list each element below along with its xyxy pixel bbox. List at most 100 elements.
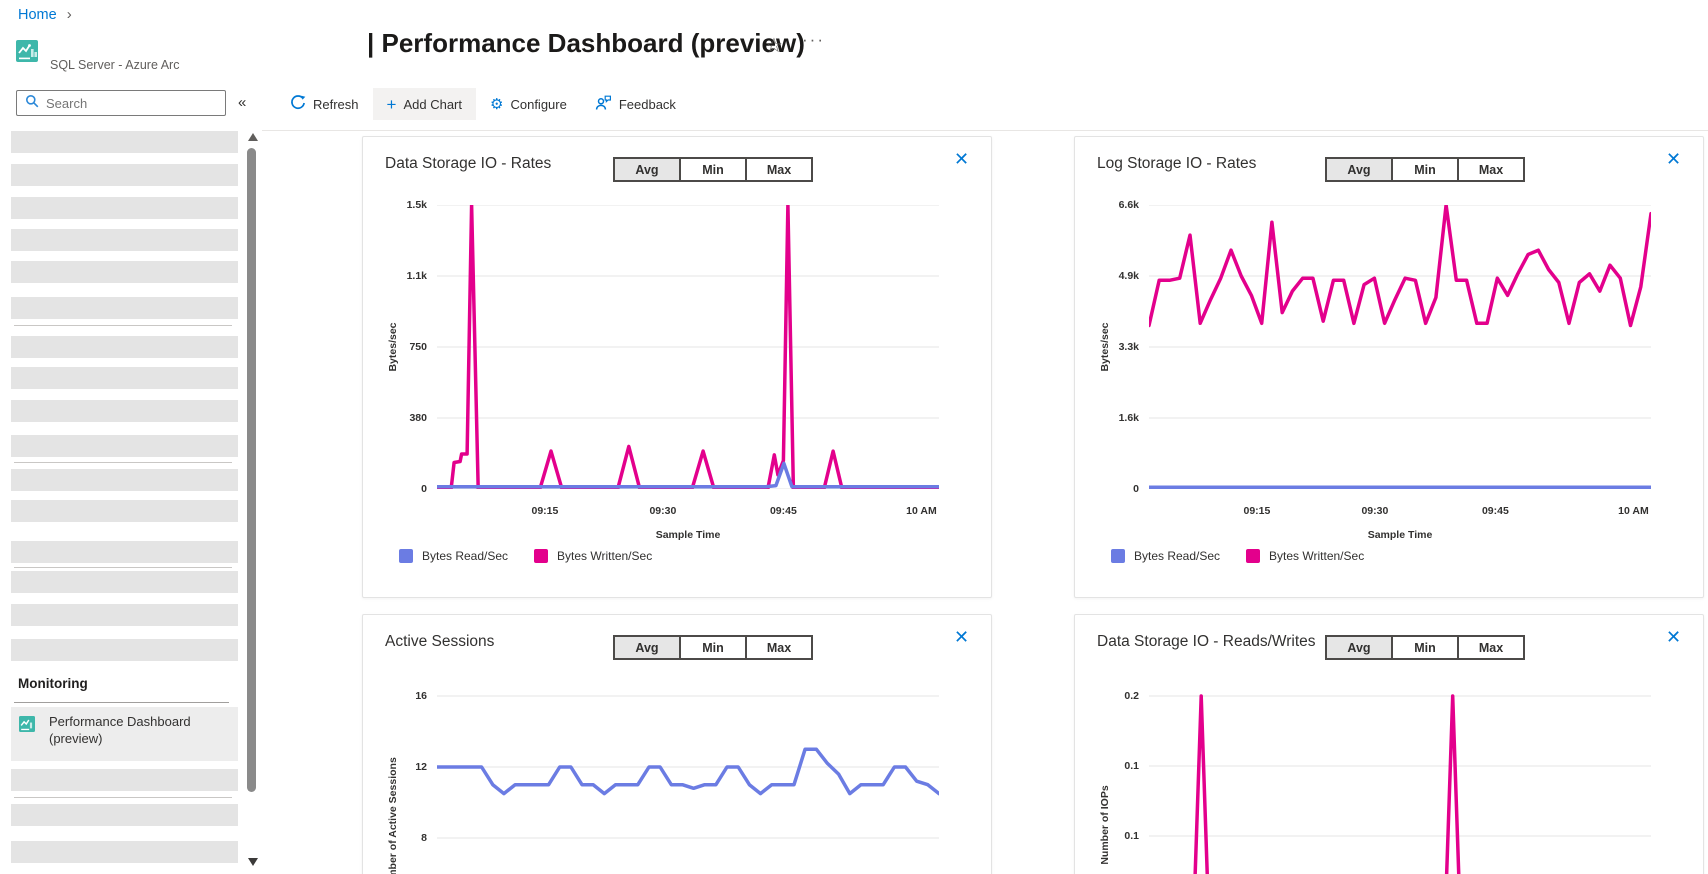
agg-min-button[interactable]: Min [1391,635,1459,660]
chart-card-data-storage-io-rates: Data Storage IO - Rates Avg Min Max ✕ Byte… [362,136,992,598]
y-tick-label: 16 [415,689,427,702]
agg-toggle-group: Avg Min Max [613,635,813,660]
breadcrumb-home-link[interactable]: Home [18,6,57,23]
agg-avg-button[interactable]: Avg [1325,635,1393,660]
x-tick-label: 09:30 [1361,505,1389,517]
legend-label: Bytes Read/Sec [422,549,509,563]
favorite-star-icon[interactable]: ☆ [765,35,783,57]
x-tick-label: 09:30 [649,505,677,517]
skeleton-item [11,500,238,522]
divider [14,702,229,703]
y-tick-label: 3.3k [1118,341,1139,353]
y-tick-label: 6.6k [1118,199,1139,211]
agg-max-button[interactable]: Max [1457,635,1525,660]
search-box[interactable] [16,90,226,116]
close-chart-icon[interactable]: ✕ [1666,149,1682,169]
x-tick-label: 09:15 [531,505,559,517]
agg-min-button[interactable]: Min [679,635,747,660]
agg-max-button[interactable]: Max [745,635,813,660]
close-chart-icon[interactable]: ✕ [1666,627,1682,647]
y-tick-label: 0.1 [1124,829,1139,842]
agg-avg-button[interactable]: Avg [613,157,681,182]
search-input[interactable] [46,95,206,111]
app-name: SQL Server - Azure Arc [50,58,180,72]
page-title: | Performance Dashboard (preview) [367,28,805,58]
chart-card-data-storage-io-reads-writes: Data Storage IO - Reads/Writes Avg Min Max… [1074,614,1704,874]
divider [14,567,232,568]
agg-avg-button[interactable]: Avg [613,635,681,660]
feedback-button[interactable]: Feedback [581,88,690,120]
y-tick-label: 1.5k [406,199,427,211]
skeleton-item [11,841,238,863]
legend-item[interactable]: Bytes Written/Sec [534,549,652,563]
plus-icon: + [386,94,397,114]
chart-title: Active Sessions [385,633,495,650]
chart-title: Log Storage IO - Rates [1097,155,1257,172]
skeleton-item [11,604,238,626]
skeleton-item [11,571,238,593]
y-tick-label: 750 [409,341,427,353]
breadcrumb-chevron-icon: › [66,6,72,23]
y-tick-label: 0.1 [1124,760,1139,772]
skeleton-item [11,131,238,153]
legend-item[interactable]: Bytes Read/Sec [399,549,508,563]
configure-button[interactable]: ⚙ Configure [490,95,567,113]
y-tick-label: 1.6k [1118,412,1139,424]
skeleton-item [11,639,238,661]
divider [14,325,232,326]
skeleton-item [11,164,238,186]
app-icon [16,40,38,67]
y-tick-label: 380 [409,412,427,424]
sidebar-collapse-button[interactable]: « [238,94,247,111]
skeleton-item [11,197,238,219]
x-axis-label: Sample Time [1367,529,1433,541]
x-axis-label: Sample Time [655,529,721,541]
sidebar-scrollbar-thumb[interactable] [247,148,256,792]
divider [14,797,232,798]
scrollbar-up-icon[interactable] [248,133,258,141]
skeleton-item [11,435,238,457]
skeleton-item [11,297,238,319]
gear-icon: ⚙ [490,95,504,113]
scrollbar-down-icon[interactable] [248,858,258,866]
x-tick-label: 09:45 [769,505,797,517]
sidebar-item-performance-dashboard[interactable]: Performance Dashboard (preview) [11,707,238,761]
skeleton-item [11,367,238,389]
command-bar: Refresh + Add Chart ⚙ Configure Feedback [276,88,690,120]
x-tick-label: 09:15 [1243,505,1271,517]
y-axis-label: Number of Active Sessions [387,757,399,874]
close-chart-icon[interactable]: ✕ [954,149,970,169]
legend-swatch [1246,549,1261,563]
agg-min-button[interactable]: Min [1391,157,1459,182]
y-tick-label: 0 [1133,483,1139,495]
x-tick-label: 10 AM [906,505,937,517]
legend-item[interactable]: Bytes Written/Sec [1246,549,1364,563]
close-chart-icon[interactable]: ✕ [954,627,970,647]
legend-item[interactable]: Bytes Read/Sec [1111,549,1220,563]
skeleton-item [11,229,238,251]
chart-card-active-sessions: Active Sessions Avg Min Max ✕ Number of Ac… [362,614,992,874]
legend-label: Bytes Written/Sec [1269,549,1365,563]
divider [14,462,232,463]
feedback-icon [595,95,612,114]
skeleton-item [11,769,238,791]
agg-max-button[interactable]: Max [1457,157,1525,182]
skeleton-item [11,804,238,826]
agg-min-button[interactable]: Min [679,157,747,182]
skeleton-item [11,469,238,491]
add-chart-button[interactable]: + Add Chart [372,88,477,120]
refresh-button[interactable]: Refresh [276,88,373,120]
skeleton-item [11,261,238,283]
more-options-icon[interactable]: ··· [802,30,825,49]
chart-plot [437,683,939,874]
agg-avg-button[interactable]: Avg [1325,157,1393,182]
skeleton-item [11,336,238,358]
agg-max-button[interactable]: Max [745,157,813,182]
agg-toggle-group: Avg Min Max [1325,157,1525,182]
x-tick-label: 10 AM [1618,505,1649,517]
chart-legend: Bytes Read/Sec Bytes Written/Sec [399,549,652,563]
legend-label: Bytes Read/Sec [1134,549,1221,563]
legend-label: Bytes Written/Sec [557,549,653,563]
y-tick-label: 4.9k [1118,270,1139,282]
